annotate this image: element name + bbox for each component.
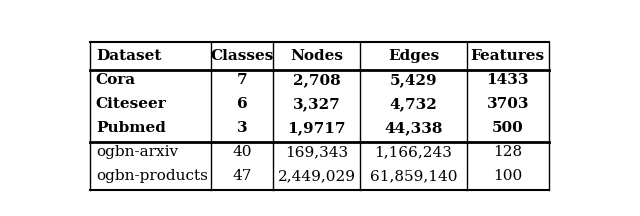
- Text: 2,449,029: 2,449,029: [278, 169, 356, 183]
- Text: 1,9717: 1,9717: [287, 121, 346, 135]
- Text: ogbn-arxiv: ogbn-arxiv: [96, 145, 178, 159]
- Text: 47: 47: [233, 169, 252, 183]
- Text: 3,327: 3,327: [293, 97, 340, 111]
- Text: 500: 500: [492, 121, 524, 135]
- Text: 7: 7: [237, 73, 248, 87]
- Text: Cora: Cora: [96, 73, 136, 87]
- Text: 169,343: 169,343: [285, 145, 348, 159]
- Text: 40: 40: [233, 145, 252, 159]
- Text: 5,429: 5,429: [390, 73, 437, 87]
- Text: 1,166,243: 1,166,243: [374, 145, 452, 159]
- Text: 6: 6: [237, 97, 248, 111]
- Text: ogbn-products: ogbn-products: [96, 169, 208, 183]
- Text: 100: 100: [493, 169, 522, 183]
- Text: Dataset: Dataset: [96, 49, 161, 63]
- Text: 2,708: 2,708: [293, 73, 340, 87]
- Text: 128: 128: [493, 145, 522, 159]
- Text: Nodes: Nodes: [291, 49, 343, 63]
- Text: 44,338: 44,338: [384, 121, 443, 135]
- Text: Pubmed: Pubmed: [96, 121, 166, 135]
- Text: Features: Features: [471, 49, 545, 63]
- Text: Edges: Edges: [388, 49, 439, 63]
- Text: 61,859,140: 61,859,140: [370, 169, 458, 183]
- Text: 1433: 1433: [486, 73, 529, 87]
- Text: Citeseer: Citeseer: [96, 97, 166, 111]
- Text: 3703: 3703: [486, 97, 529, 111]
- Text: 3: 3: [237, 121, 248, 135]
- Text: 4,732: 4,732: [390, 97, 437, 111]
- Text: Classes: Classes: [211, 49, 274, 63]
